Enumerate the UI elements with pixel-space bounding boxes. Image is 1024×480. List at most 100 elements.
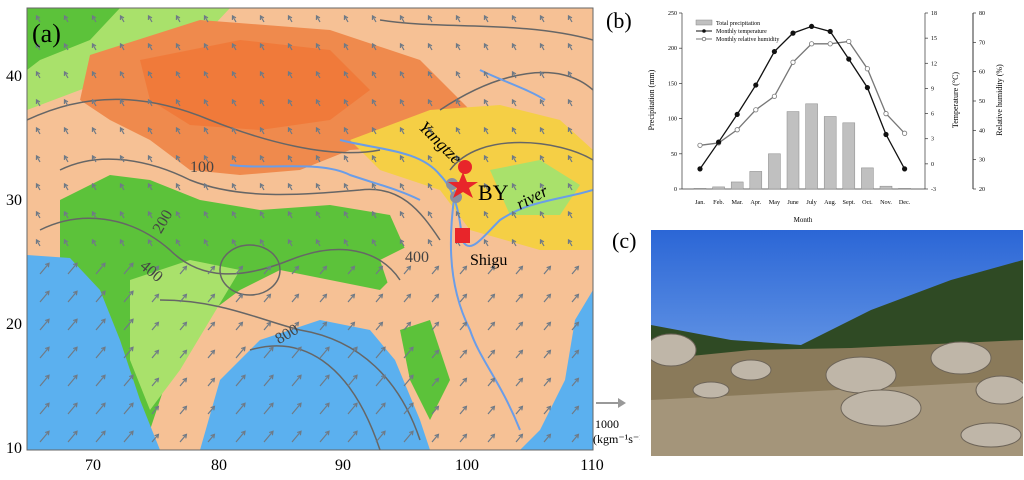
wind-arrow	[427, 98, 433, 107]
wind-arrow	[39, 262, 50, 275]
wind-arrow	[91, 182, 97, 191]
panel-label-b: (b)	[606, 8, 632, 33]
wind-arrow	[231, 182, 237, 191]
wind-arrow	[231, 210, 237, 219]
temp-axis-title: Temperature (°C)	[951, 72, 960, 129]
wind-arrow	[539, 154, 545, 163]
wind-arrow	[483, 238, 489, 247]
wind-arrow	[543, 349, 552, 359]
wind-arrow	[539, 70, 545, 79]
temperature-point	[716, 139, 722, 145]
wind-arrow	[403, 265, 412, 275]
right1-tick-label: 0	[931, 162, 934, 168]
wind-arrow	[91, 154, 97, 163]
x-tick-label: July	[806, 199, 817, 206]
northern-lowland-dark	[27, 8, 120, 70]
wind-arrow	[91, 70, 97, 79]
wind-arrow	[291, 430, 302, 443]
wind-arrow	[235, 430, 246, 443]
wind-arrow	[399, 14, 405, 23]
wind-arrow	[511, 70, 517, 79]
wind-arrow	[39, 402, 50, 415]
temperature-point	[734, 111, 740, 118]
temperature-point	[901, 166, 908, 172]
wind-arrow	[431, 321, 440, 331]
wind-arrow	[175, 70, 181, 79]
wind-arrow	[291, 321, 300, 331]
wind-arrow	[175, 98, 181, 107]
wind-arrow	[315, 154, 321, 163]
wind-arrow	[235, 346, 246, 359]
right2-tick-label: 50	[979, 99, 985, 105]
wind-arrow	[91, 210, 97, 219]
wind-arrow	[151, 405, 160, 415]
wind-arrow	[291, 293, 300, 303]
x-tick-label: Apr.	[750, 199, 761, 206]
wind-arrow	[371, 182, 377, 191]
wind-arrow	[343, 210, 349, 219]
wind-arrow	[287, 154, 293, 163]
precip-bar	[823, 116, 837, 190]
humidity-point	[697, 142, 703, 148]
humidity-point	[883, 111, 889, 117]
wind-arrow	[567, 42, 573, 51]
wind-arrow	[179, 405, 188, 415]
wind-arrow	[487, 293, 496, 303]
wind-arrow	[375, 293, 384, 303]
wind-arrow	[35, 210, 41, 219]
precip-bar	[693, 188, 707, 190]
wind-arrow	[315, 210, 321, 219]
wind-arrow	[207, 293, 216, 303]
wind-arrow	[123, 262, 134, 275]
wind-arrow	[179, 433, 188, 443]
wind-arrow	[343, 238, 349, 247]
wind-arrow	[259, 210, 265, 219]
wind-arrow	[63, 42, 69, 51]
wind-arrow	[431, 433, 440, 443]
wind-arrow	[487, 321, 496, 331]
wind-arrow	[483, 98, 489, 107]
wind-arrow	[203, 210, 209, 219]
wind-arrow	[151, 377, 160, 387]
wind-arrow	[375, 402, 386, 415]
wind-arrow	[571, 321, 580, 331]
wind-arrow	[151, 265, 160, 275]
y-tick: 30	[6, 192, 22, 209]
wind-arrow	[231, 154, 237, 163]
wind-arrow	[371, 238, 377, 247]
wind-arrow	[431, 377, 440, 387]
precip-bar	[768, 153, 781, 190]
reference-vector-unit: (kgm⁻¹s⁻¹)	[593, 432, 640, 446]
wind-arrow	[343, 42, 349, 51]
wind-arrow	[259, 42, 265, 51]
wind-arrow	[203, 14, 209, 23]
wind-arrow	[123, 346, 134, 359]
wind-arrow	[35, 238, 41, 247]
wind-arrow	[399, 210, 405, 219]
wind-arrow	[91, 98, 97, 107]
wind-arrow	[403, 402, 414, 415]
wind-arrow	[567, 210, 573, 219]
wind-arrow	[67, 430, 78, 443]
wind-arrow	[399, 182, 405, 191]
panel-label-c: (c)	[612, 228, 637, 253]
wind-arrow	[203, 238, 209, 247]
precip-bar	[730, 181, 744, 190]
wind-arrow	[315, 98, 321, 107]
wind-arrow	[259, 238, 265, 247]
wind-arrow	[427, 70, 433, 79]
wind-arrow	[539, 182, 545, 191]
wind-arrow	[91, 126, 97, 135]
wind-arrow	[539, 14, 545, 23]
wind-arrow	[147, 154, 153, 163]
contour-label: 100	[190, 159, 214, 176]
map-frame	[26, 7, 594, 451]
wind-arrow	[571, 265, 580, 275]
wind-arrow	[511, 154, 517, 163]
legend-precip: Total precipitation	[716, 21, 760, 27]
wind-arrow	[403, 293, 412, 303]
temperature-point	[753, 82, 759, 88]
wind-arrow	[431, 349, 440, 359]
wind-arrow	[175, 210, 181, 219]
wind-arrow	[399, 98, 405, 107]
